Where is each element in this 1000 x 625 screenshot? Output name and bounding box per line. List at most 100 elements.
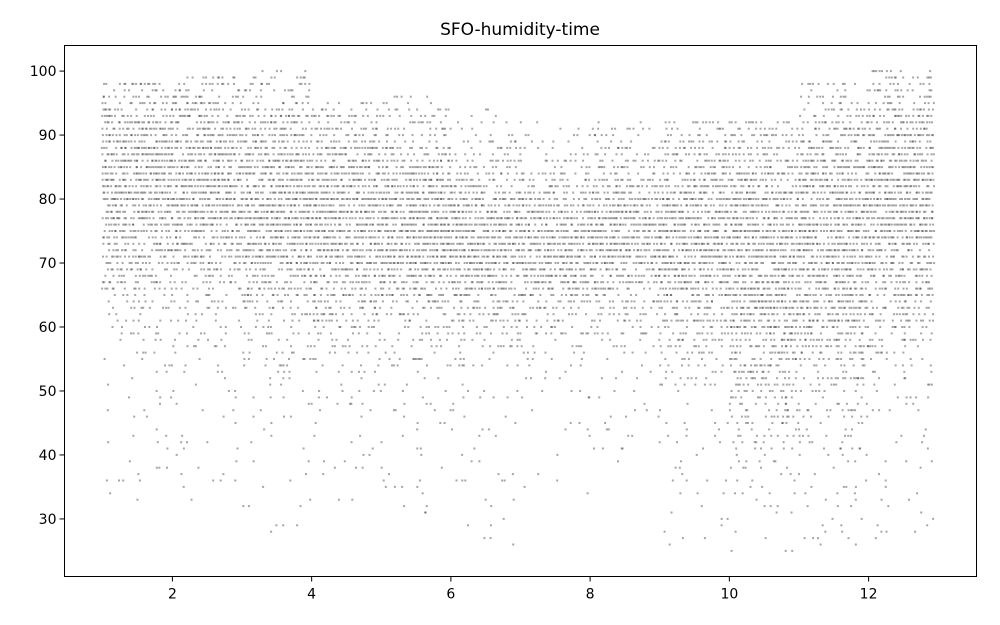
data-point	[381, 146, 384, 149]
data-point	[326, 185, 329, 188]
data-point	[530, 281, 533, 284]
data-point	[183, 370, 186, 373]
data-point	[412, 236, 415, 239]
data-point	[122, 114, 125, 117]
data-point	[226, 185, 229, 188]
data-point	[201, 178, 204, 181]
data-point	[266, 300, 269, 303]
data-point	[215, 223, 218, 226]
data-point	[356, 191, 359, 194]
data-point	[438, 338, 441, 341]
data-point	[243, 166, 246, 169]
data-point	[551, 178, 554, 181]
data-point	[322, 236, 325, 239]
data-point	[143, 217, 146, 220]
data-point	[339, 210, 342, 213]
data-point	[184, 242, 187, 245]
data-point	[345, 242, 348, 245]
data-point	[451, 159, 453, 162]
data-point	[341, 281, 344, 284]
data-point	[115, 242, 118, 245]
data-point	[535, 319, 538, 322]
data-point	[363, 223, 366, 226]
data-point	[345, 294, 348, 296]
data-point	[299, 255, 302, 258]
data-point	[241, 159, 244, 162]
data-point	[302, 191, 304, 194]
data-point	[428, 178, 431, 181]
data-point	[270, 185, 273, 188]
data-point	[431, 268, 434, 271]
data-point	[485, 172, 488, 175]
data-point	[350, 313, 353, 316]
data-point	[203, 127, 206, 130]
data-point	[219, 217, 222, 220]
data-point	[111, 255, 113, 258]
data-point	[177, 262, 180, 264]
data-point	[379, 390, 382, 392]
data-point	[139, 255, 142, 258]
data-point	[534, 249, 537, 252]
data-point	[202, 223, 205, 226]
data-point	[286, 281, 289, 284]
data-point	[188, 146, 191, 149]
data-point	[527, 236, 530, 239]
data-point	[445, 236, 448, 239]
data-point	[371, 223, 374, 226]
data-point	[552, 294, 555, 296]
data-point	[274, 159, 276, 162]
data-point	[397, 185, 399, 188]
data-point	[364, 274, 367, 277]
data-point	[182, 191, 185, 194]
data-point	[244, 223, 247, 226]
data-point	[217, 172, 220, 175]
data-point	[270, 76, 273, 79]
data-point	[136, 268, 139, 271]
data-point	[340, 127, 342, 130]
data-point	[472, 319, 475, 322]
data-point	[231, 242, 234, 245]
data-point	[466, 306, 469, 309]
data-point	[433, 249, 436, 252]
data-point	[115, 313, 118, 316]
data-point	[393, 485, 396, 488]
data-point	[410, 172, 413, 175]
data-point	[416, 217, 419, 220]
data-point	[394, 409, 397, 412]
data-point	[335, 178, 338, 181]
data-point	[104, 287, 107, 290]
data-point	[133, 415, 136, 418]
data-point	[244, 204, 247, 207]
data-point	[289, 127, 292, 130]
data-point	[414, 255, 417, 258]
data-point	[216, 217, 219, 220]
data-point	[305, 287, 308, 290]
data-point	[451, 281, 454, 284]
data-point	[208, 140, 211, 143]
data-point	[165, 153, 168, 156]
data-point	[123, 230, 126, 232]
data-point	[409, 178, 412, 181]
data-point	[537, 210, 540, 213]
data-point	[477, 185, 480, 188]
data-point	[241, 217, 244, 220]
data-point	[492, 313, 495, 316]
data-point	[335, 319, 338, 322]
data-point	[463, 338, 466, 341]
data-point	[403, 313, 405, 316]
data-point	[331, 268, 334, 271]
data-point	[433, 274, 436, 277]
data-point	[529, 306, 532, 309]
data-point	[110, 185, 113, 188]
data-point	[373, 242, 376, 245]
data-point	[378, 191, 381, 194]
data-point	[216, 146, 219, 149]
data-point	[344, 153, 347, 156]
data-point	[481, 287, 483, 290]
data-point	[320, 185, 323, 188]
data-point	[117, 121, 120, 124]
data-point	[117, 249, 119, 252]
data-point	[428, 159, 431, 162]
data-point	[170, 364, 173, 367]
data-point	[357, 300, 360, 303]
